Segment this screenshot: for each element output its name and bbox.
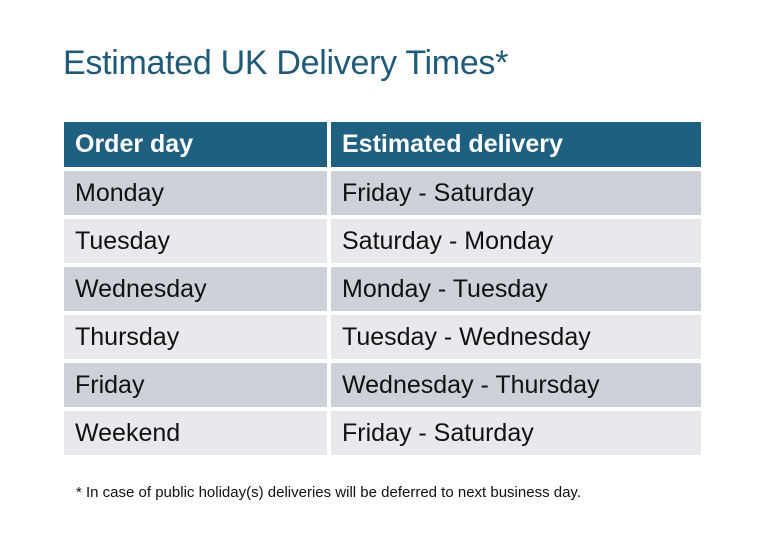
table-row: Tuesday Saturday - Monday — [64, 219, 701, 263]
table-row: Wednesday Monday - Tuesday — [64, 267, 701, 311]
page-title: Estimated UK Delivery Times* — [63, 44, 509, 82]
estimated-delivery-cell: Friday - Saturday — [331, 411, 701, 455]
order-day-cell: Friday — [64, 363, 327, 407]
table-row: Friday Wednesday - Thursday — [64, 363, 701, 407]
column-header-order-day: Order day — [64, 122, 327, 167]
table-header-row: Order day Estimated delivery — [64, 122, 701, 167]
order-day-cell: Wednesday — [64, 267, 327, 311]
footnote: * In case of public holiday(s) deliverie… — [76, 484, 581, 501]
order-day-cell: Tuesday — [64, 219, 327, 263]
table-row: Monday Friday - Saturday — [64, 171, 701, 215]
order-day-cell: Weekend — [64, 411, 327, 455]
estimated-delivery-cell: Saturday - Monday — [331, 219, 701, 263]
order-day-cell: Thursday — [64, 315, 327, 359]
estimated-delivery-cell: Monday - Tuesday — [331, 267, 701, 311]
estimated-delivery-cell: Wednesday - Thursday — [331, 363, 701, 407]
table-row: Weekend Friday - Saturday — [64, 411, 701, 455]
column-header-estimated-delivery: Estimated delivery — [331, 122, 701, 167]
estimated-delivery-cell: Friday - Saturday — [331, 171, 701, 215]
delivery-times-table: Order day Estimated delivery Monday Frida… — [60, 118, 705, 459]
estimated-delivery-cell: Tuesday - Wednesday — [331, 315, 701, 359]
order-day-cell: Monday — [64, 171, 327, 215]
table-row: Thursday Tuesday - Wednesday — [64, 315, 701, 359]
